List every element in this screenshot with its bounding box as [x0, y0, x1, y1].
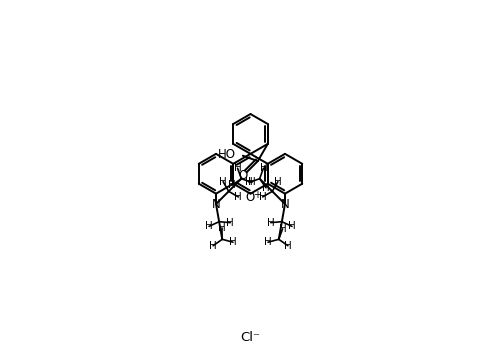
Text: H: H — [205, 222, 213, 231]
Text: H: H — [260, 163, 268, 173]
Text: Cl⁻: Cl⁻ — [240, 331, 261, 344]
Text: H: H — [229, 237, 237, 247]
Text: H: H — [288, 222, 296, 231]
Text: O: O — [238, 169, 247, 182]
Text: H: H — [219, 177, 227, 187]
Text: H: H — [245, 177, 253, 188]
Text: H: H — [267, 218, 275, 228]
Text: H: H — [274, 177, 282, 187]
Text: +: + — [253, 190, 261, 200]
Text: HO: HO — [218, 148, 236, 161]
Text: H: H — [218, 223, 226, 233]
Text: H: H — [284, 241, 292, 251]
Text: H: H — [279, 224, 287, 234]
Text: H: H — [226, 218, 234, 228]
Text: H: H — [234, 192, 242, 202]
Text: H: H — [259, 192, 267, 202]
Text: H: H — [262, 183, 270, 193]
Text: O: O — [246, 191, 255, 204]
Text: H: H — [233, 163, 241, 173]
Text: N: N — [281, 198, 290, 211]
Text: H: H — [228, 180, 236, 190]
Text: H: H — [248, 177, 256, 188]
Text: N: N — [211, 198, 220, 211]
Text: H: H — [264, 237, 272, 247]
Text: H: H — [209, 241, 217, 251]
